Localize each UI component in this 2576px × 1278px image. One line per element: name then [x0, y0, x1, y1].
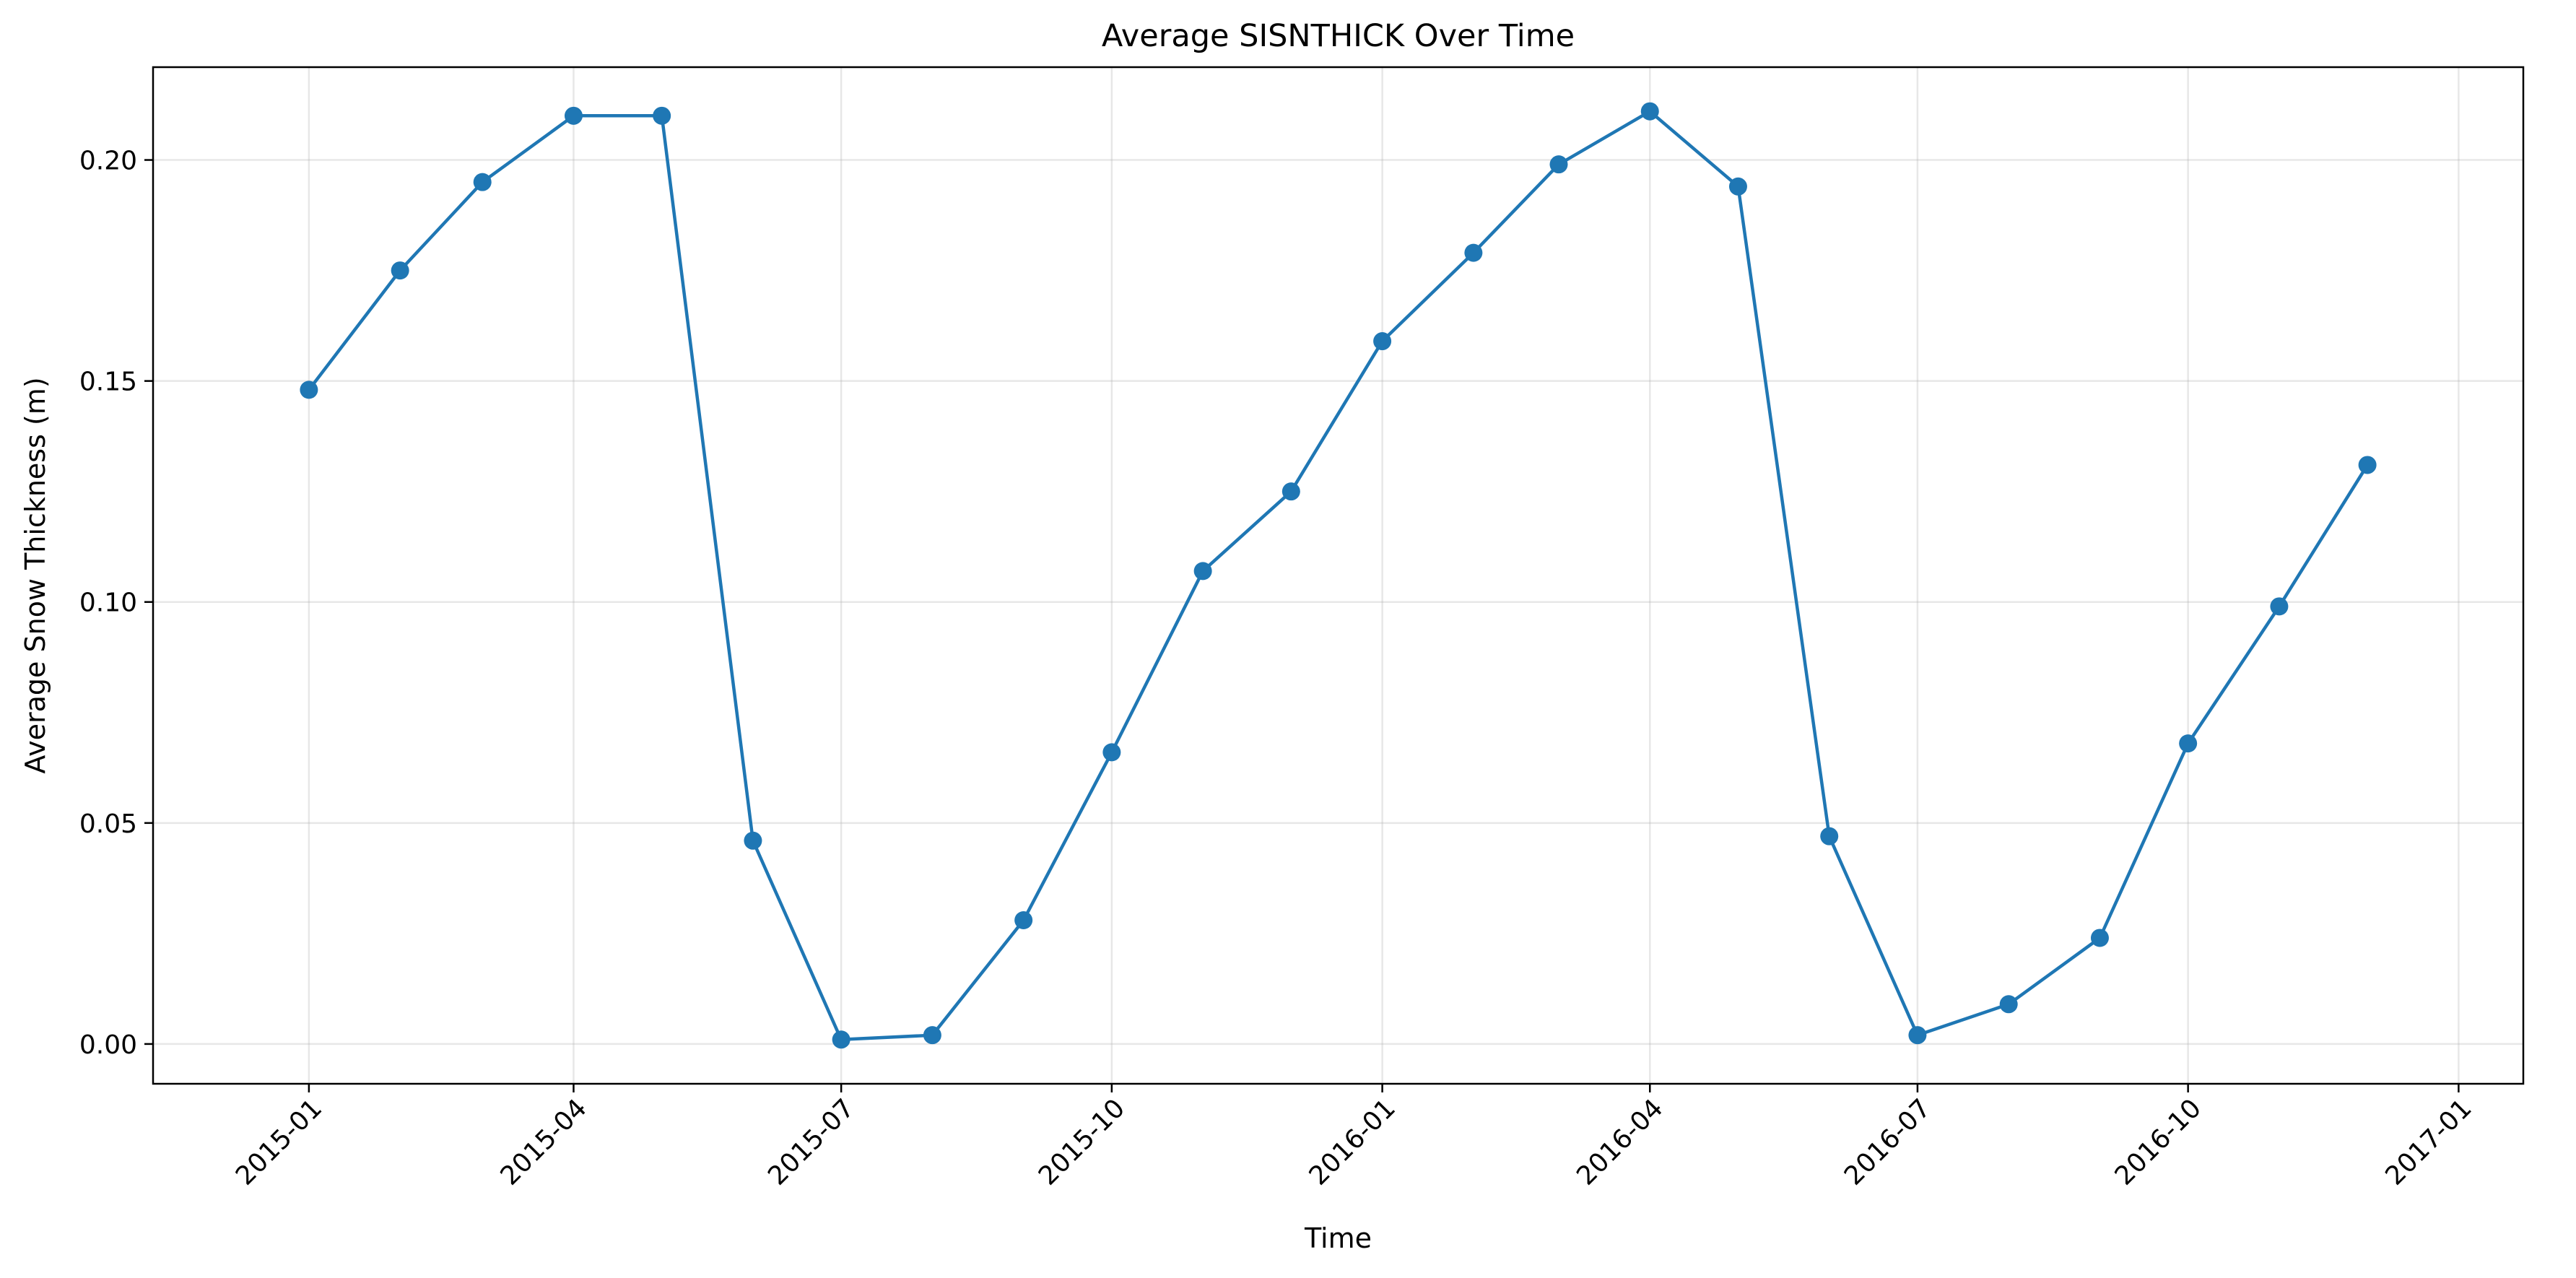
data-point [2358, 456, 2377, 474]
y-axis-label: Average Snow Thickness (m) [19, 377, 51, 773]
data-point [1102, 743, 1121, 762]
data-point [1014, 910, 1033, 929]
chart-title: Average SISNTHICK Over Time [1102, 18, 1575, 54]
data-point [1820, 827, 1839, 846]
data-point [1282, 482, 1300, 501]
data-point [1908, 1026, 1927, 1045]
data-point [1193, 562, 1212, 581]
data-point [564, 106, 583, 125]
data-point [1373, 332, 1392, 351]
data-point [1999, 995, 2018, 1014]
data-point [2270, 597, 2289, 616]
y-tick-label: 0.15 [79, 368, 137, 397]
data-point [300, 381, 318, 399]
data-point [473, 173, 492, 191]
y-tick-label: 0.05 [79, 809, 137, 839]
data-point [1464, 243, 1483, 262]
data-point [832, 1030, 850, 1049]
data-point [391, 261, 409, 280]
y-tick-label: 0.10 [79, 588, 137, 618]
plot-area-frame [152, 66, 2525, 1085]
data-point [2179, 734, 2198, 753]
series-line [308, 109, 2370, 1042]
grid-lines [153, 67, 2523, 1084]
data-point [1549, 155, 1568, 174]
y-tick-label: 0.00 [79, 1030, 137, 1060]
data-point [2090, 929, 2109, 947]
data-point [923, 1026, 941, 1045]
data-point [653, 106, 671, 125]
x-axis-label: Time [1304, 1222, 1372, 1254]
y-tick-label: 0.20 [79, 147, 137, 176]
data-point [1640, 102, 1659, 121]
data-point [1728, 177, 1747, 196]
data-point [744, 831, 762, 850]
series-layer [300, 102, 2377, 1049]
